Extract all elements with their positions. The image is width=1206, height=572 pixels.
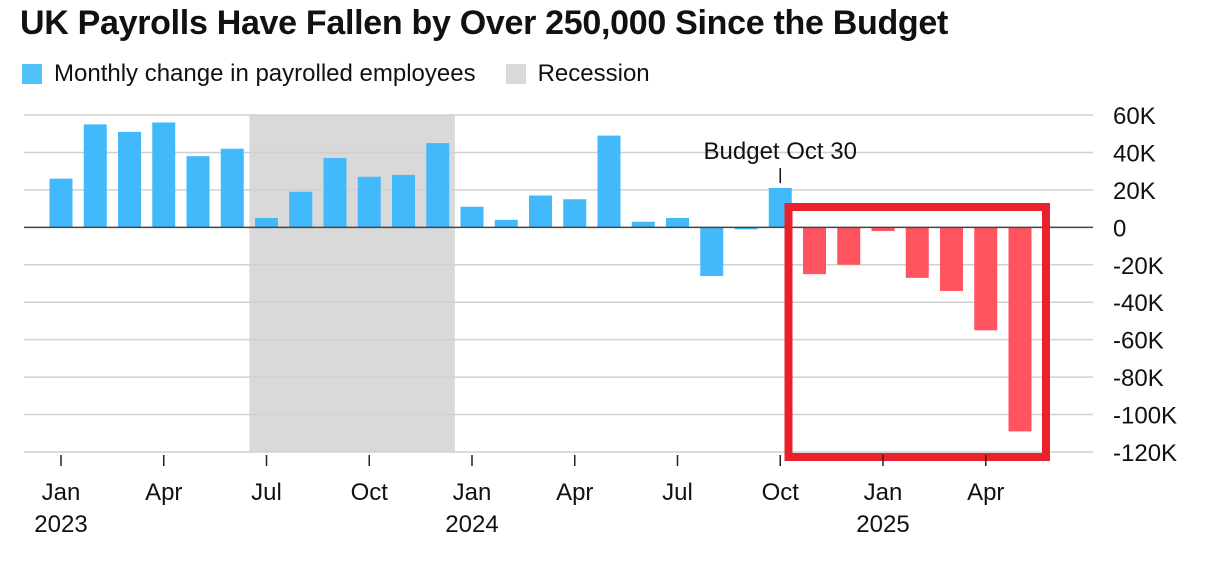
annotation-label: Budget Oct 30 [704, 138, 857, 165]
bar [494, 219, 518, 228]
bar [357, 176, 381, 228]
bar [83, 124, 107, 228]
y-tick-label: -120K [1113, 440, 1177, 467]
bar [563, 199, 587, 228]
legend-label-recession: Recession [537, 60, 650, 87]
x-tick-label: Jan [453, 479, 492, 506]
x-tick-label: Jul [662, 479, 693, 506]
bar [905, 227, 929, 278]
highlight-box [784, 203, 1050, 461]
bar [871, 227, 895, 232]
x-tick-label: Apr [556, 479, 593, 506]
y-tick-label: -40K [1113, 290, 1164, 317]
y-tick-label: -60K [1113, 328, 1164, 355]
bar [255, 217, 278, 228]
legend-item-recession: Recession [505, 60, 650, 88]
y-tick-label: 20K [1113, 178, 1156, 205]
bar [220, 148, 244, 228]
x-tick-label: Apr [967, 479, 1004, 506]
legend-label-series: Monthly change in payrolled employees [54, 60, 476, 87]
chart-legend: Monthly change in payrolled employees Re… [22, 60, 680, 88]
y-tick-label: -100K [1113, 403, 1177, 430]
y-tick-label: -80K [1113, 365, 1164, 392]
bar [118, 131, 141, 228]
bar [186, 156, 210, 228]
legend-swatch-series [22, 64, 42, 84]
bar [1008, 227, 1032, 432]
y-tick-label: 40K [1113, 140, 1156, 167]
x-tick-label: Oct [762, 479, 800, 506]
x-tick-year-label: 2025 [856, 511, 909, 538]
bar [803, 227, 826, 275]
chart-title: UK Payrolls Have Fallen by Over 250,000 … [20, 4, 949, 42]
bar [940, 227, 963, 291]
y-tick-label: 0 [1113, 215, 1126, 242]
y-tick-label: 60K [1113, 103, 1156, 130]
legend-item-series: Monthly change in payrolled employees [22, 60, 476, 88]
bar [734, 227, 758, 230]
x-tick-label: Jan [42, 479, 81, 506]
bar [700, 227, 724, 277]
bar [666, 217, 689, 228]
bar [460, 206, 484, 228]
recession-band [249, 115, 455, 452]
bar [631, 221, 655, 228]
bar [597, 135, 621, 228]
x-tick-year-label: 2023 [34, 511, 87, 538]
y-tick-label: -20K [1113, 253, 1164, 280]
bar [837, 227, 861, 265]
bar [49, 178, 73, 228]
bar [529, 195, 552, 228]
x-tick-label: Jul [251, 479, 282, 506]
x-tick-label: Jan [864, 479, 903, 506]
x-tick-year-label: 2024 [445, 511, 498, 538]
bar [392, 174, 415, 228]
bar [974, 227, 998, 331]
bar [152, 122, 176, 228]
bar [289, 191, 313, 228]
x-tick-label: Apr [145, 479, 182, 506]
bar [426, 143, 450, 228]
legend-swatch-recession [505, 64, 526, 84]
bar [323, 158, 347, 228]
x-tick-label: Oct [351, 479, 389, 506]
